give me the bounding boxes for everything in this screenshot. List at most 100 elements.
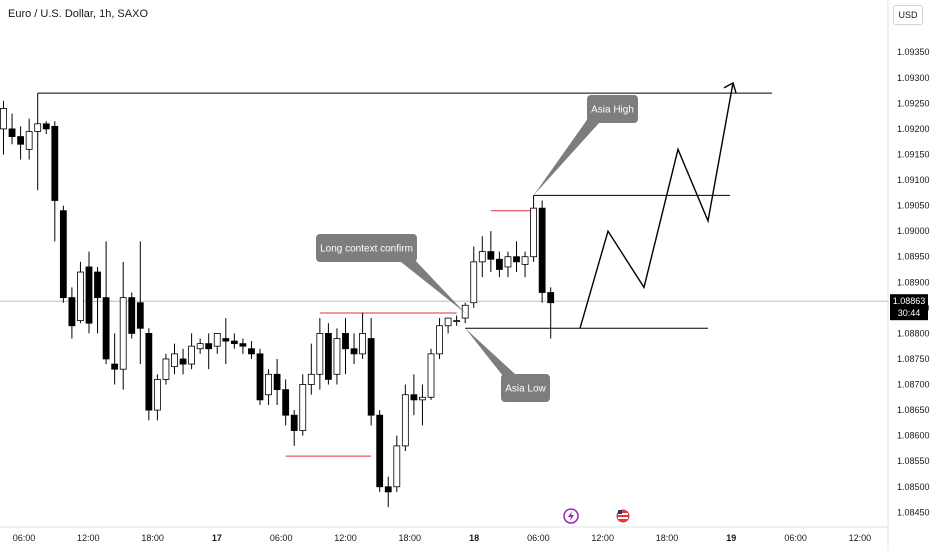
level-lines [0, 92, 888, 457]
projection-line [579, 82, 734, 329]
candle-body [8, 128, 16, 137]
candle-body [51, 125, 59, 201]
candle-body [547, 292, 555, 304]
price-tick-label: 1.08950 [897, 252, 930, 262]
candle-body [102, 297, 110, 360]
price-axis: 1.09350 1.09300 1.09250 1.09200 1.09150 1.091… [897, 47, 930, 517]
candle-body [538, 207, 546, 293]
candle-body [427, 353, 435, 398]
time-tick-label: 19 [726, 533, 736, 543]
price-tick-label: 1.08500 [897, 482, 930, 492]
price-tick-label: 1.09150 [897, 149, 930, 159]
callout-pointer [465, 328, 515, 376]
projection-path [579, 81, 737, 329]
time-tick-label: 12:00 [334, 533, 357, 543]
time-tick-label: 17 [212, 533, 222, 543]
price-tick-label: 1.09200 [897, 124, 930, 134]
candle-body [478, 251, 486, 263]
candle-body [393, 445, 401, 488]
time-tick-label: 06:00 [784, 533, 807, 543]
time-tick-label: 06:00 [527, 533, 550, 543]
candle-body [333, 338, 341, 375]
candle-body [495, 258, 503, 270]
candle-body [410, 394, 418, 401]
price-tick-label: 1.08700 [897, 380, 930, 390]
price-tick-label: 1.09000 [897, 226, 930, 236]
candle-body [248, 348, 255, 355]
candle-body [94, 271, 101, 299]
candle-body [0, 108, 7, 130]
candle-body [42, 123, 50, 130]
time-tick-label: 06:00 [13, 533, 36, 543]
candle-body [59, 210, 67, 299]
time-tick-label: 18:00 [141, 533, 164, 543]
candle-body [34, 123, 42, 132]
candle-body [136, 302, 144, 329]
callout-label: Long context confirm [320, 244, 413, 255]
callout-box [501, 374, 550, 402]
candle-body [111, 363, 119, 370]
time-tick-label: 18:00 [399, 533, 422, 543]
price-tick-label: 1.09300 [897, 73, 930, 83]
candle-body [230, 340, 238, 345]
candle-body [205, 343, 213, 350]
candle-body [436, 325, 443, 355]
price-tick-label: 1.09250 [897, 98, 930, 108]
candle-body [68, 297, 76, 327]
candle-body [444, 317, 452, 327]
candle-body [145, 333, 153, 411]
candle-body [461, 304, 469, 319]
currency-button[interactable]: USD [893, 5, 923, 25]
candle-body [384, 486, 392, 493]
candle-body [265, 373, 272, 396]
last-price-tag: 1.08863 30:44 [890, 294, 928, 321]
candle-body [513, 256, 520, 263]
bar-countdown: 30:44 [898, 308, 921, 318]
price-tick-label: 1.08600 [897, 431, 930, 441]
us-flag-canton [618, 510, 622, 514]
candle-body [171, 353, 178, 368]
candle-body [359, 333, 367, 355]
candle-body [487, 251, 495, 260]
candle-body [128, 297, 136, 334]
last-price-value: 1.08863 [893, 296, 926, 306]
candle-body [307, 373, 315, 385]
time-tick-label: 18 [469, 533, 479, 543]
candle-body [401, 394, 409, 447]
callout-box [587, 95, 638, 123]
time-tick-label: 06:00 [270, 533, 293, 543]
candle-body [350, 348, 358, 355]
last-price-box [890, 294, 928, 321]
candle-body [453, 320, 461, 323]
candle-body [256, 353, 264, 401]
candle-body [273, 373, 281, 391]
candle-body [239, 343, 247, 347]
candle-body [521, 256, 529, 265]
callout-label: Asia High [591, 105, 634, 116]
price-tick-label: 1.08800 [897, 328, 930, 338]
candle-body [162, 358, 170, 380]
candle-body [77, 271, 84, 322]
price-tick-label: 1.08650 [897, 405, 930, 415]
price-tick-label: 1.09100 [897, 175, 930, 185]
candle-body [119, 297, 127, 370]
candle-body [419, 396, 426, 401]
candle-body [324, 333, 332, 380]
candle-body [316, 333, 324, 375]
candles [0, 93, 555, 508]
price-axis-separator [0, 0, 889, 550]
price-tick-label: 1.08750 [897, 354, 930, 364]
candle-body [290, 414, 298, 431]
candle-body [470, 261, 478, 304]
candle-body [504, 256, 512, 268]
time-tick-label: 18:00 [656, 533, 679, 543]
candle-body [213, 333, 221, 347]
candle-body [196, 343, 204, 350]
lightning-glyph [568, 511, 574, 521]
candle-body [25, 131, 33, 150]
candle-body [367, 338, 375, 416]
candle-body [153, 379, 161, 411]
candle-body [179, 358, 187, 365]
price-tick-label: 1.09050 [897, 201, 930, 211]
